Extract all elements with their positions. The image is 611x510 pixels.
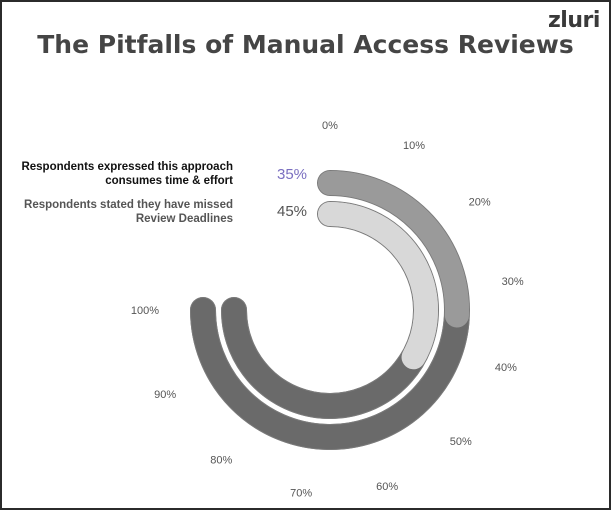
bar-value-1 (318, 202, 438, 370)
tick-label: 80% (210, 455, 232, 467)
legend-label-missed-deadlines: Respondents stated they have missed Revi… (24, 199, 233, 225)
legend-value-time-effort: 35% (277, 166, 308, 183)
chart-title: The Pitfalls of Manual Access Reviews (37, 30, 574, 59)
ring-remainder-1 (222, 298, 424, 418)
tick-label: 10% (403, 140, 425, 152)
tick-label: 50% (450, 436, 472, 448)
tick-label: 100% (131, 305, 159, 317)
tick-label: 30% (502, 276, 524, 288)
bar-value-0 (318, 171, 469, 328)
tick-label: 70% (290, 488, 312, 500)
tick-label: 20% (469, 196, 491, 208)
tick-label: 60% (376, 481, 398, 493)
legend-value-missed-deadlines: 45% (277, 203, 308, 220)
tick-label: 40% (495, 362, 517, 374)
legend-label-time-effort: Respondents expressed this approach cons… (21, 161, 233, 187)
chart-arcs (190, 170, 470, 450)
tick-label: 0% (322, 120, 338, 132)
ring-remainder-0 (191, 298, 469, 449)
zluri-logo: zluri (548, 8, 600, 33)
tick-label: 90% (154, 389, 176, 401)
tick-labels: 0% 10% 20% 30% 40% 50% 60% 70% 80% 90% 100% (131, 120, 524, 500)
